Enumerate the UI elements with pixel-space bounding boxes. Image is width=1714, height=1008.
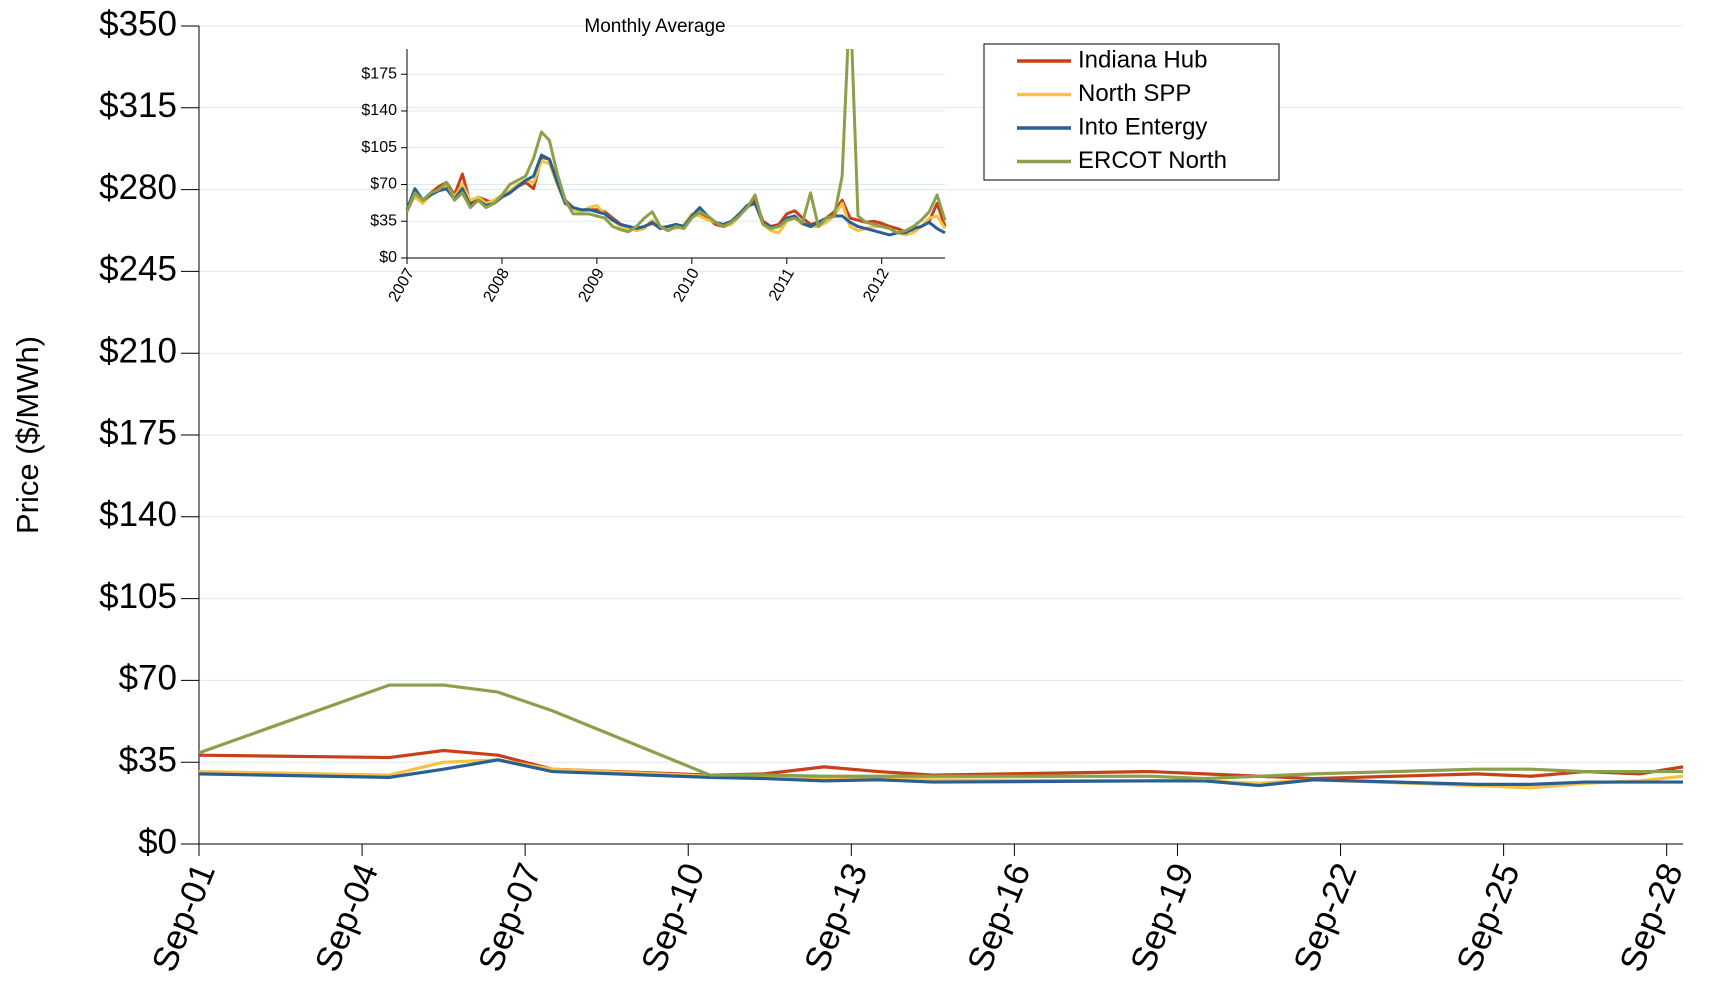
y-tick-label: $315	[99, 86, 177, 125]
y-tick-label: $70	[370, 176, 397, 193]
y-tick-label: $0	[379, 249, 397, 266]
y-tick-label: $35	[119, 740, 177, 779]
legend: Indiana Hub North SPP Into Entergy ERCOT No…	[983, 43, 1280, 181]
legend-label: ERCOT North	[1078, 147, 1227, 174]
y-tick-label: $140	[361, 102, 397, 119]
series-line	[198, 683, 1683, 781]
y-tick-label: $210	[99, 331, 177, 370]
y-tick-label: $70	[119, 659, 177, 698]
series-group	[198, 683, 1684, 790]
y-tick-label: $245	[99, 250, 177, 289]
series-group	[405, 49, 947, 237]
inset-title: Monthly Average	[584, 16, 725, 37]
legend-box	[983, 43, 1280, 181]
y-tick-label: $140	[99, 495, 177, 534]
series-line	[198, 758, 1683, 788]
y-tick-label: $35	[370, 212, 397, 229]
legend-label: Indiana Hub	[1078, 46, 1207, 73]
y-tick-label: $175	[99, 413, 177, 452]
y-tick-label: $175	[361, 65, 397, 82]
legend-label: North SPP	[1078, 80, 1191, 107]
y-tick-label: $280	[99, 168, 177, 207]
y-tick-label: $105	[99, 577, 177, 616]
legend-label: Into Entergy	[1078, 113, 1207, 140]
y-axis-title: Price ($/MWh)	[10, 336, 45, 534]
y-tick-label: $105	[361, 139, 397, 156]
y-tick-label: $0	[138, 822, 177, 861]
y-tick-label: $350	[99, 4, 177, 43]
series-line	[405, 49, 947, 235]
